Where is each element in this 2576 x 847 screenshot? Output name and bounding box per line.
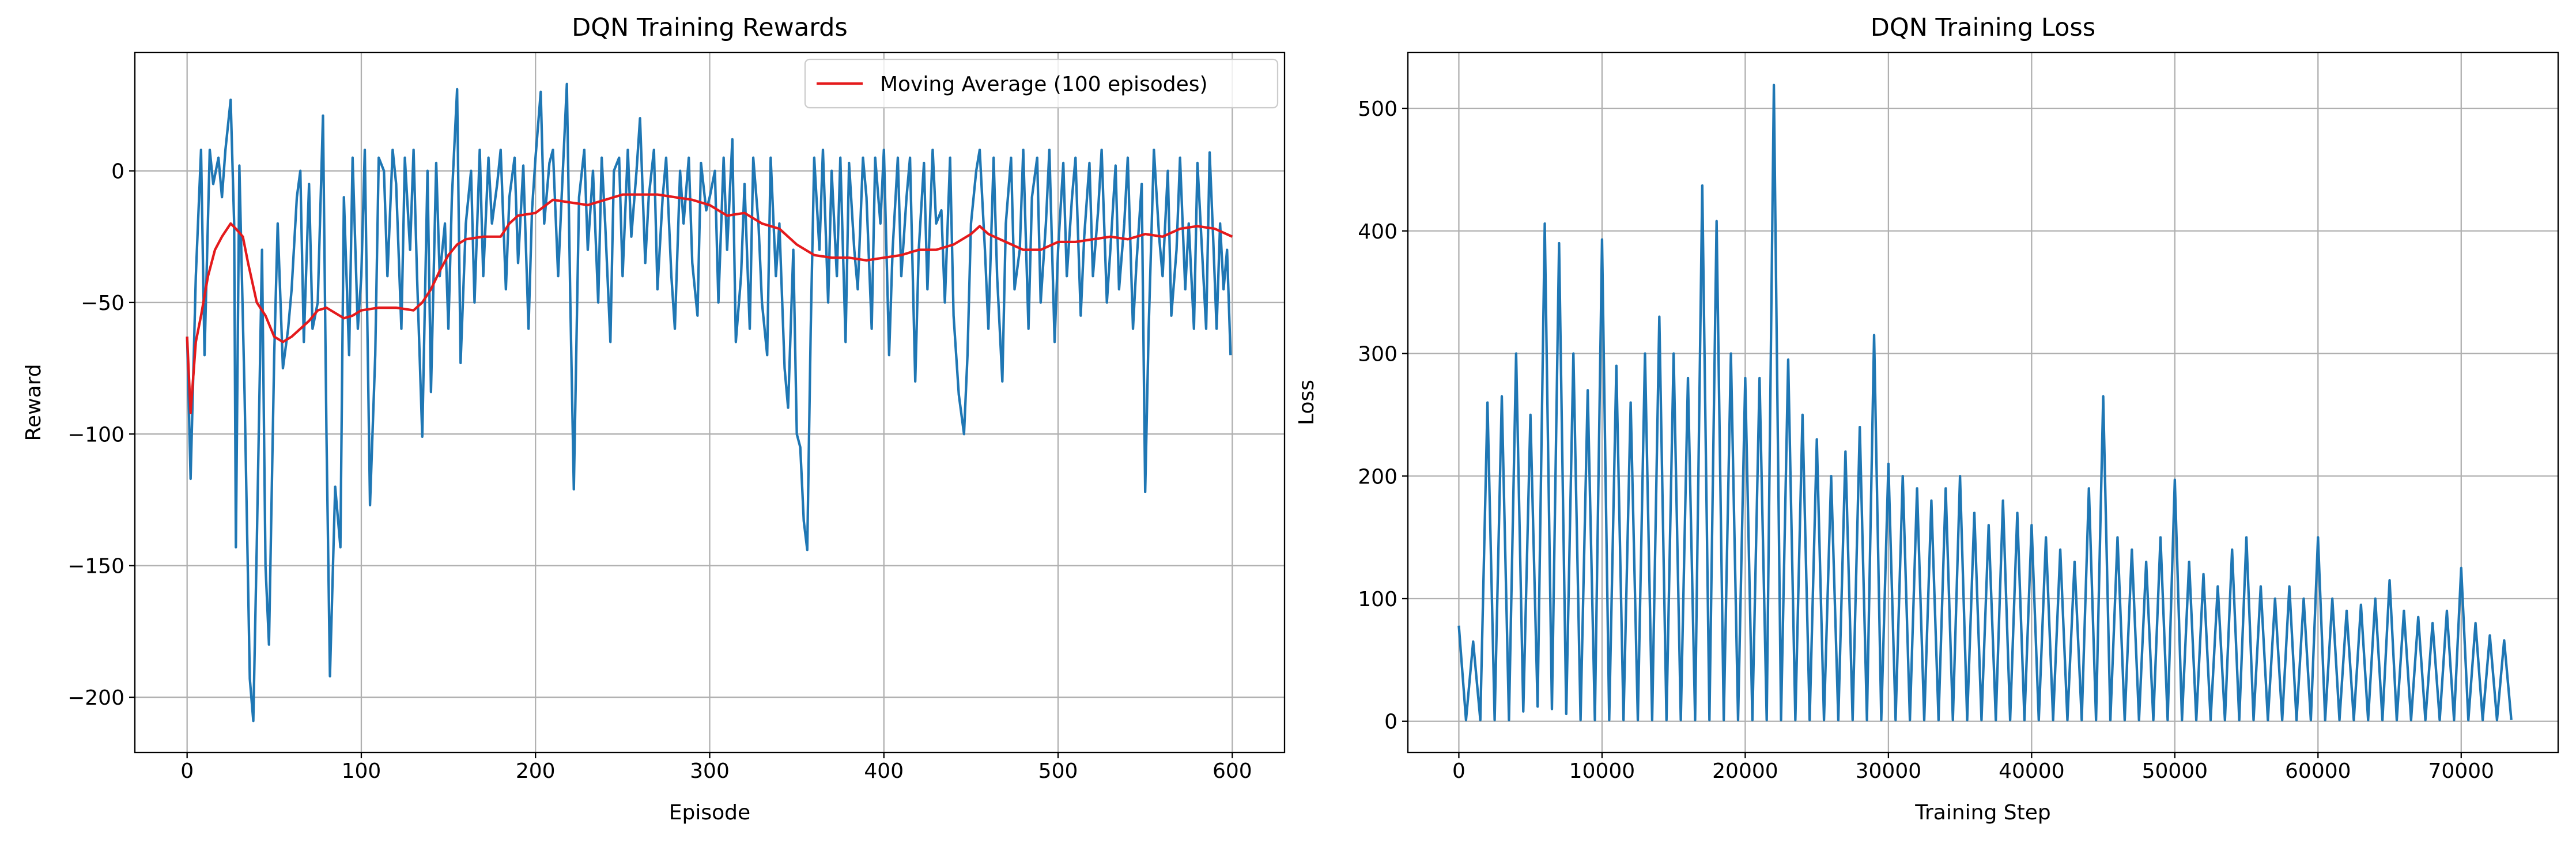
y-tick-label: −100 [67, 423, 124, 447]
chart-title: DQN Training Loss [1871, 13, 2095, 42]
x-tick-label: 60000 [2285, 759, 2351, 783]
x-tick-label: 600 [1213, 759, 1252, 783]
legend-box [804, 58, 1279, 109]
x-tick-label: 10000 [1569, 759, 1636, 783]
y-tick-label: −200 [67, 686, 124, 710]
y-tick-label: −50 [81, 292, 124, 315]
x-axis-label: Training Step [1914, 801, 2050, 825]
x-tick-label: 30000 [1856, 759, 1922, 783]
data-line [186, 193, 1233, 414]
axes-frame [134, 51, 1286, 754]
y-axis-label: Loss [1295, 380, 1319, 425]
legend-label: Moving Average (100 episodes) [880, 73, 1208, 96]
x-tick-label: 200 [516, 759, 556, 783]
y-tick-label: 300 [1358, 343, 1397, 366]
x-tick-label: 20000 [1712, 759, 1778, 783]
data-line [186, 82, 1232, 723]
x-tick-label: 300 [690, 759, 730, 783]
x-axis-label: Episode [669, 801, 750, 825]
y-tick-label: 0 [111, 160, 124, 184]
x-tick-label: 70000 [2428, 759, 2495, 783]
axes-frame [1407, 51, 2559, 754]
x-tick-label: 500 [1038, 759, 1078, 783]
y-tick-label: 500 [1358, 97, 1397, 121]
chart: 0 100 200 300 400 500 600 −200 −150 −100 −50 0 DQN T… [22, 13, 1286, 825]
x-tick-label: 0 [1452, 759, 1465, 783]
chart-title: DQN Training Rewards [572, 13, 848, 42]
x-tick-label: 50000 [2142, 759, 2208, 783]
chart: 0 10000 20000 30000 40000 50000 60000 70000 0 100… [1295, 13, 2559, 825]
x-tick-label: 100 [342, 759, 382, 783]
y-axis-label: Reward [22, 364, 46, 441]
y-tick-label: 200 [1358, 465, 1397, 489]
x-tick-label: 40000 [1999, 759, 2065, 783]
y-tick-label: 400 [1358, 220, 1397, 244]
y-tick-label: −150 [67, 555, 124, 578]
y-tick-label: 0 [1384, 710, 1397, 734]
x-tick-label: 0 [180, 759, 194, 783]
x-tick-label: 400 [864, 759, 904, 783]
data-line [1457, 84, 2513, 721]
y-tick-label: 100 [1358, 588, 1397, 611]
